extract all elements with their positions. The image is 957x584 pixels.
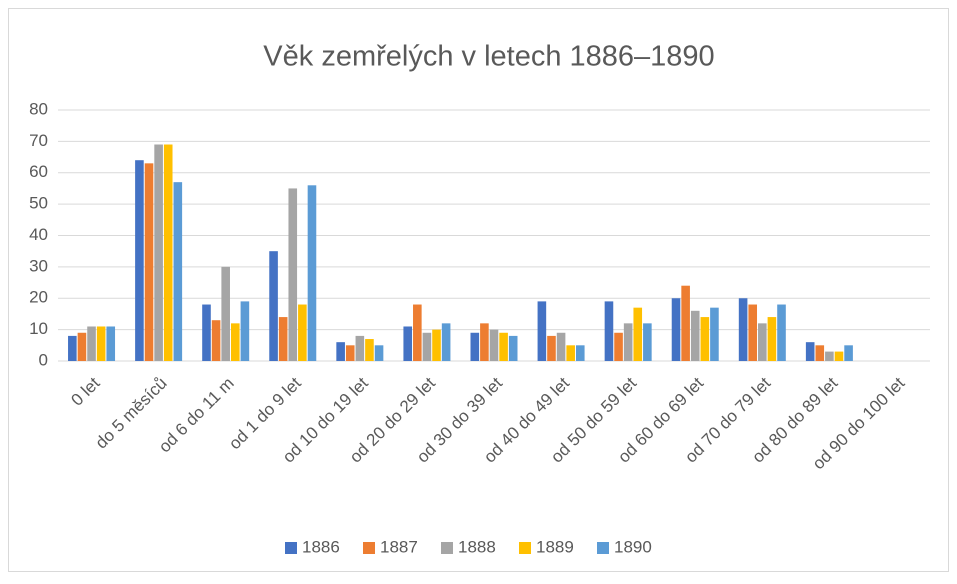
- bar: [671, 298, 681, 361]
- bar: [278, 317, 288, 361]
- bar: [480, 323, 489, 361]
- bar: [623, 323, 633, 361]
- bar: [336, 342, 345, 361]
- chart-title: Věk zemřelých v letech 1886–1890: [263, 41, 714, 73]
- bar: [298, 304, 307, 361]
- bar: [575, 345, 585, 361]
- legend-swatch: [519, 542, 531, 554]
- bar: [758, 323, 767, 361]
- bar: [77, 332, 87, 361]
- y-tick-label: 50: [29, 194, 48, 213]
- bar: [96, 326, 106, 361]
- bar: [230, 323, 240, 361]
- bar: [288, 188, 298, 361]
- bar: [163, 144, 173, 361]
- bar: [547, 335, 556, 361]
- legend-label: 1887: [380, 537, 418, 556]
- y-tick-label: 70: [29, 131, 48, 150]
- bar: [815, 345, 825, 361]
- bar: [748, 304, 758, 361]
- bar: [144, 163, 154, 361]
- bar: [106, 326, 116, 361]
- legend-label: 1890: [614, 537, 652, 556]
- bar: [805, 342, 815, 361]
- bar: [68, 335, 77, 361]
- bar: [413, 304, 422, 361]
- bar: [777, 304, 786, 361]
- bar: [345, 345, 355, 361]
- y-tick-label: 30: [29, 256, 48, 275]
- bar: [537, 301, 547, 361]
- bar: [604, 301, 614, 361]
- bar: [365, 339, 374, 361]
- bar: [355, 335, 365, 361]
- bar: [643, 323, 652, 361]
- bar: [767, 317, 777, 361]
- bar: [710, 307, 719, 361]
- legend-swatch: [441, 542, 453, 554]
- bar: [422, 332, 432, 361]
- y-tick-label: 0: [39, 350, 48, 369]
- bar: [269, 251, 278, 361]
- bar: [566, 345, 575, 361]
- y-tick-label: 20: [29, 288, 48, 307]
- bar: [738, 298, 748, 361]
- bar: [499, 332, 508, 361]
- bar: [135, 160, 144, 361]
- bar: [489, 329, 499, 361]
- bar: [633, 307, 643, 361]
- y-tick-label: 10: [29, 319, 48, 338]
- bar: [307, 185, 317, 361]
- y-tick-label: 80: [29, 99, 48, 118]
- legend-swatch: [285, 542, 297, 554]
- bar: [825, 351, 834, 361]
- bar: [614, 332, 623, 361]
- bar: [508, 335, 518, 361]
- bar: [470, 332, 480, 361]
- bar: [154, 144, 163, 361]
- bar: [202, 304, 211, 361]
- bar: [834, 351, 844, 361]
- y-tick-label: 60: [29, 162, 48, 181]
- bar: [700, 317, 710, 361]
- legend-swatch: [597, 542, 609, 554]
- bar: [374, 345, 384, 361]
- bar: [556, 332, 566, 361]
- bar: [87, 326, 96, 361]
- bar: [441, 323, 451, 361]
- y-tick-label: 40: [29, 225, 48, 244]
- legend-label: 1889: [536, 537, 574, 556]
- bar: [403, 326, 413, 361]
- bar: [221, 266, 230, 361]
- bar: [240, 301, 250, 361]
- bar: [844, 345, 853, 361]
- bar: [211, 320, 221, 361]
- bar: [690, 310, 700, 361]
- bar: [681, 285, 690, 361]
- bar: [432, 329, 441, 361]
- bar: [173, 182, 183, 361]
- legend-swatch: [363, 542, 375, 554]
- legend-label: 1888: [458, 537, 496, 556]
- legend-label: 1886: [302, 537, 340, 556]
